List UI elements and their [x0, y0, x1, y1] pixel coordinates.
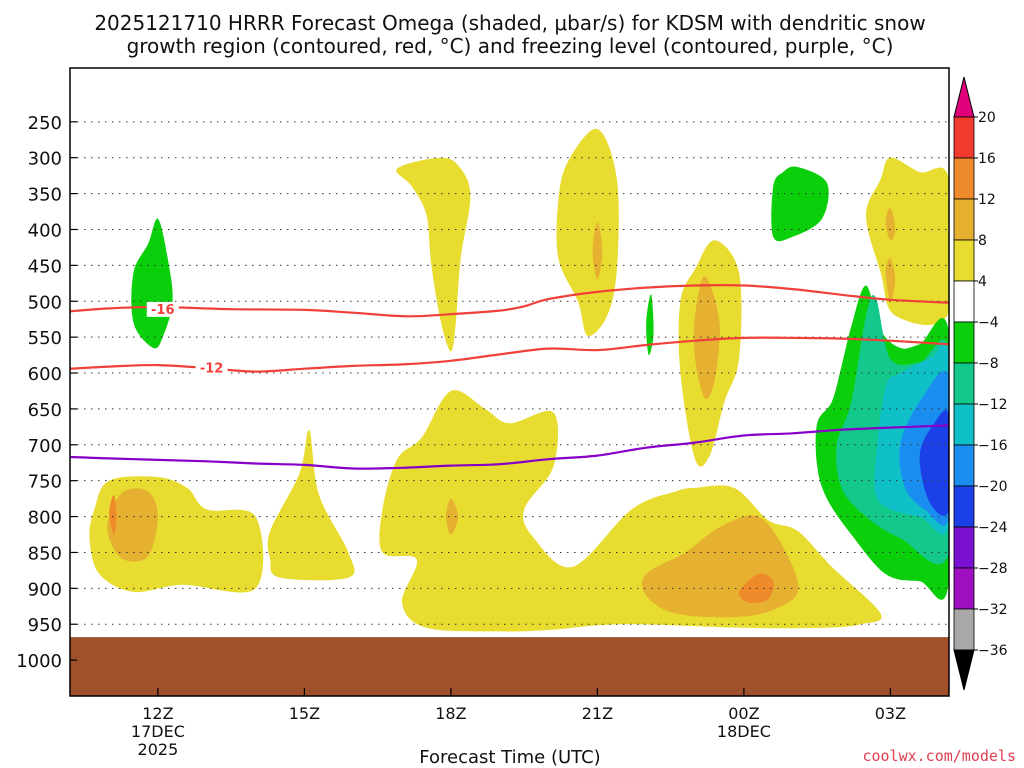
red-orange-spot-1	[109, 494, 117, 535]
colorbar-label-1: 16	[978, 151, 996, 167]
colorbar-label-10: −24	[978, 520, 1008, 536]
colorbar-label-3: 8	[978, 233, 987, 249]
colorbar-swatch-10	[953, 526, 975, 569]
colorbar-label-5: −4	[978, 315, 999, 331]
orange-spot-6	[885, 207, 896, 241]
green-region-2	[771, 166, 829, 242]
y-tick-label-950: 950	[28, 615, 62, 636]
colorbar-label-11: −28	[978, 561, 1008, 577]
yellow-region-5	[556, 128, 619, 337]
y-tick-label-450: 450	[28, 256, 62, 277]
orange-spot-3	[446, 498, 459, 535]
colorbar-swatch-8	[953, 444, 975, 487]
chart-title-line1: 2025121710 HRRR Forecast Omega (shaded, …	[94, 11, 925, 35]
colorbar-label-12: −32	[978, 602, 1008, 618]
y-tick-label-1000: 1000	[16, 651, 62, 672]
x-tick-label-21Z: 21Z	[582, 704, 613, 723]
x-tick-year-12Z: 2025	[138, 740, 179, 759]
y-tick-label-550: 550	[28, 328, 62, 349]
dgz-16-contour-label-bg	[146, 301, 179, 317]
colorbar-top-arrow	[953, 76, 975, 118]
colorbar-bottom-arrow	[953, 649, 975, 691]
colorbar-swatch-9	[953, 485, 975, 528]
y-tick-label-250: 250	[28, 113, 62, 134]
y-tick-label-900: 900	[28, 579, 62, 600]
y-tick-label-850: 850	[28, 543, 62, 564]
y-tick-label-350: 350	[28, 185, 62, 206]
colorbar-swatch-1	[953, 157, 975, 200]
colorbar-label-7: −12	[978, 397, 1008, 413]
y-tick-label-300: 300	[28, 149, 62, 170]
y-tick-label-650: 650	[28, 400, 62, 421]
green-region-3	[646, 293, 654, 356]
yellow-region-4	[396, 157, 471, 352]
colorbar-swatch-11	[953, 567, 975, 610]
colorbar-label-0: 20	[978, 110, 996, 126]
colorbar-label-6: −8	[978, 356, 999, 372]
colorbar-label-9: −20	[978, 479, 1008, 495]
dgz-16-contour-label: -16	[151, 303, 175, 318]
colorbar-swatch-0	[953, 116, 975, 159]
yellow-region-2	[267, 430, 355, 581]
y-tick-label-500: 500	[28, 292, 62, 313]
colorbar-label-8: −16	[978, 438, 1008, 454]
colorbar-swatch-5	[953, 321, 975, 364]
orange-spot-4	[592, 222, 603, 280]
plot-area: -16 -12	[69, 67, 950, 697]
x-tick-label-18Z: 18Z	[435, 704, 466, 723]
ground-fill	[70, 637, 949, 696]
x-tick-label-00Z: 00Z	[728, 704, 759, 723]
dgz-16-contour	[70, 284, 949, 318]
dgz-12-contour-label: -12	[200, 362, 224, 377]
plot-frame	[69, 67, 950, 697]
colorbar-label-13: −36	[978, 643, 1008, 659]
colorbar-label-4: 4	[978, 274, 987, 290]
x-axis-label: Forecast Time (UTC)	[419, 747, 600, 768]
colorbar-swatch-3	[953, 239, 975, 282]
y-tick-label-700: 700	[28, 436, 62, 457]
y-tick-label-600: 600	[28, 364, 62, 385]
colorbar-swatch-12	[953, 608, 975, 651]
x-tick-label-12Z: 12Z	[142, 704, 173, 723]
freezing-level-contour	[70, 424, 949, 470]
dgz-12-contour-label-bg	[195, 360, 228, 376]
colorbar-label-2: 12	[978, 192, 996, 208]
colorbar-swatch-6	[953, 362, 975, 405]
x-tick-label-15Z: 15Z	[289, 704, 320, 723]
x-tick-label-03Z: 03Z	[875, 704, 906, 723]
orange-spot-7	[885, 258, 896, 302]
orange-region-1	[107, 488, 158, 562]
colorbar-swatch-4	[953, 280, 975, 323]
colorbar-swatch-7	[953, 403, 975, 446]
chart-title-line2: growth region (contoured, red, °C) and f…	[127, 34, 894, 58]
y-tick-label-800: 800	[28, 508, 62, 529]
credit-text: coolwx.com/models	[862, 747, 1016, 765]
colorbar-swatch-2	[953, 198, 975, 241]
y-tick-label-750: 750	[28, 472, 62, 493]
x-tick-date-00Z: 18DEC	[717, 722, 771, 741]
y-tick-label-400: 400	[28, 220, 62, 241]
orange-region-5	[693, 276, 720, 399]
blue-region-4	[919, 410, 949, 516]
x-tick-date-12Z: 17DEC	[131, 722, 185, 741]
